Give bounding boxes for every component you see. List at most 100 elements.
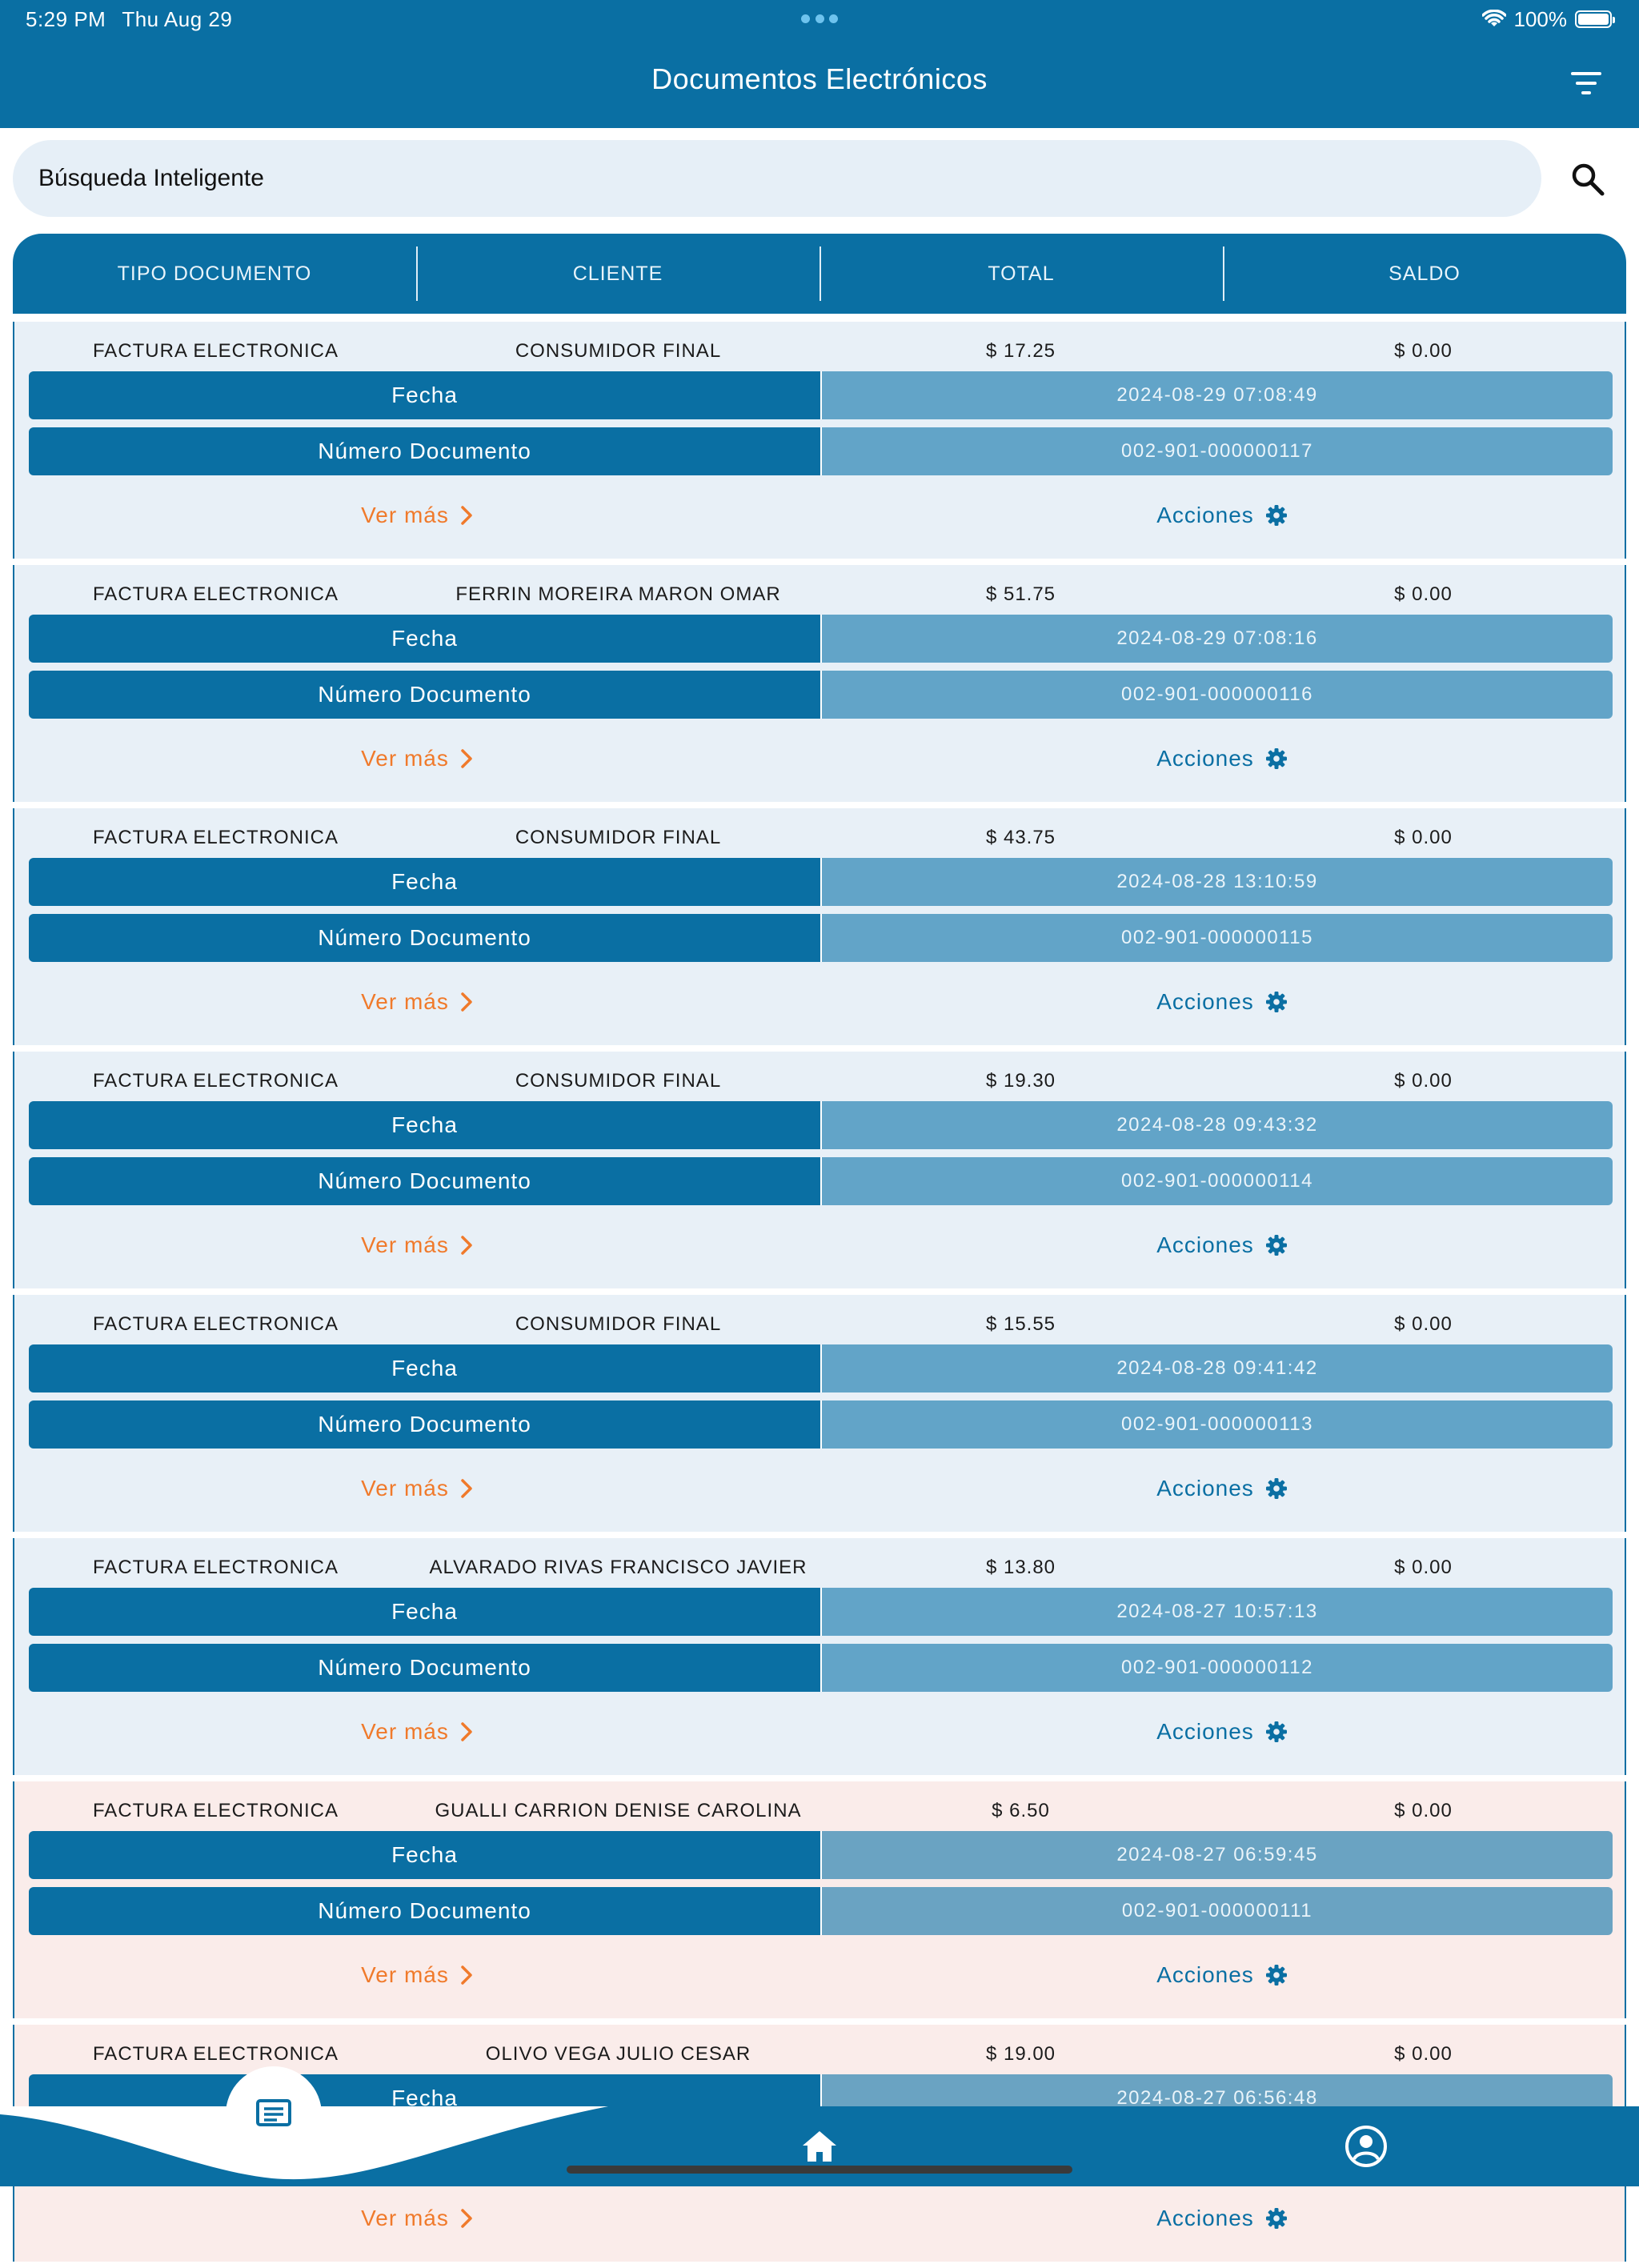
document-total: $ 13.80 <box>985 1557 1056 1578</box>
fecha-value: 2024-08-28 09:43:32 <box>822 1101 1613 1149</box>
gear-icon <box>1265 1235 1287 1256</box>
gear-icon <box>1265 1965 1287 1986</box>
ver-mas-button[interactable]: Ver más <box>361 503 473 528</box>
acciones-button[interactable]: Acciones <box>1156 746 1288 771</box>
numero-row: Número Documento 002-901-000000116 <box>29 671 1613 719</box>
document-card: FACTURA ELECTRONICA CONSUMIDOR FINAL $ 1… <box>13 322 1626 559</box>
ver-mas-button[interactable]: Ver más <box>361 2206 473 2231</box>
document-total: $ 17.25 <box>985 340 1056 362</box>
acciones-label: Acciones <box>1156 1232 1254 1257</box>
acciones-label: Acciones <box>1156 1476 1254 1501</box>
document-type: FACTURA ELECTRONICA <box>92 1557 339 1578</box>
acciones-label: Acciones <box>1156 2206 1254 2230</box>
acciones-label: Acciones <box>1156 989 1254 1014</box>
fecha-label: Fecha <box>29 371 822 419</box>
battery-icon <box>1575 10 1615 28</box>
chevron-right-icon <box>461 749 472 768</box>
ver-mas-button[interactable]: Ver más <box>361 1232 473 1258</box>
fecha-label: Fecha <box>29 1344 822 1392</box>
document-summary: FACTURA ELECTRONICA CONSUMIDOR FINAL $ 4… <box>14 824 1625 852</box>
card-actions: Ver más Acciones <box>14 1959 1625 1991</box>
document-list-icon <box>256 2099 291 2126</box>
acciones-button[interactable]: Acciones <box>1156 1962 1288 1988</box>
search-input[interactable] <box>37 164 1481 193</box>
column-header-total[interactable]: TOTAL <box>820 246 1223 301</box>
document-total: $ 19.30 <box>985 1070 1056 1092</box>
column-header-tipo[interactable]: TIPO DOCUMENTO <box>117 262 312 285</box>
acciones-button[interactable]: Acciones <box>1156 1719 1288 1745</box>
column-header-saldo[interactable]: SALDO <box>1223 246 1626 301</box>
document-summary: FACTURA ELECTRONICA FERRIN MOREIRA MARON… <box>14 581 1625 608</box>
ver-mas-button[interactable]: Ver más <box>361 746 473 771</box>
numero-row: Número Documento 002-901-000000112 <box>29 1644 1613 1692</box>
ver-mas-label: Ver más <box>361 2206 449 2230</box>
document-summary: FACTURA ELECTRONICA CONSUMIDOR FINAL $ 1… <box>14 338 1625 365</box>
numero-value: 002-901-000000114 <box>822 1157 1613 1205</box>
fecha-label: Fecha <box>29 1831 822 1879</box>
document-card: FACTURA ELECTRONICA ALVARADO RIVAS FRANC… <box>13 1538 1626 1775</box>
ver-mas-button[interactable]: Ver más <box>361 1962 473 1988</box>
document-type: FACTURA ELECTRONICA <box>92 340 339 362</box>
top-bar: 5:29 PM Thu Aug 29 100% Documentos Electr… <box>0 0 1639 128</box>
fecha-value: 2024-08-29 07:08:16 <box>822 615 1613 663</box>
document-balance: $ 0.00 <box>1394 1313 1453 1335</box>
document-card: FACTURA ELECTRONICA CONSUMIDOR FINAL $ 4… <box>13 808 1626 1045</box>
numero-value: 002-901-000000111 <box>822 1887 1613 1935</box>
fecha-row: Fecha 2024-08-29 07:08:16 <box>29 615 1613 663</box>
card-actions: Ver más Acciones <box>14 743 1625 775</box>
ver-mas-button[interactable]: Ver más <box>361 1719 473 1745</box>
numero-label: Número Documento <box>29 1644 822 1692</box>
document-total: $ 15.55 <box>985 1313 1056 1335</box>
card-actions: Ver más Acciones <box>14 2202 1625 2234</box>
numero-row: Número Documento 002-901-000000113 <box>29 1400 1613 1449</box>
numero-label: Número Documento <box>29 427 822 475</box>
fecha-row: Fecha 2024-08-28 13:10:59 <box>29 858 1613 906</box>
numero-value: 002-901-000000116 <box>822 671 1613 719</box>
search-icon[interactable] <box>1569 160 1607 198</box>
acciones-button[interactable]: Acciones <box>1156 1476 1288 1501</box>
acciones-button[interactable]: Acciones <box>1156 503 1288 528</box>
numero-value: 002-901-000000117 <box>822 427 1613 475</box>
card-actions: Ver más Acciones <box>14 499 1625 531</box>
home-indicator[interactable] <box>567 2166 1072 2174</box>
ver-mas-label: Ver más <box>361 1962 449 1987</box>
multitasking-dots-icon[interactable] <box>801 14 838 24</box>
filter-icon[interactable] <box>1569 67 1604 99</box>
acciones-label: Acciones <box>1156 503 1254 527</box>
column-header-cliente[interactable]: CLIENTE <box>416 246 820 301</box>
acciones-button[interactable]: Acciones <box>1156 989 1288 1015</box>
ver-mas-label: Ver más <box>361 503 449 527</box>
numero-value: 002-901-000000112 <box>822 1644 1613 1692</box>
numero-row: Número Documento 002-901-000000115 <box>29 914 1613 962</box>
chevron-right-icon <box>461 2209 472 2228</box>
document-total: $ 43.75 <box>985 827 1056 848</box>
table-header: TIPO DOCUMENTO CLIENTE TOTAL SALDO <box>13 234 1626 314</box>
fecha-value: 2024-08-27 06:59:45 <box>822 1831 1613 1879</box>
fecha-value: 2024-08-28 13:10:59 <box>822 858 1613 906</box>
chevron-right-icon <box>461 1965 472 1985</box>
document-balance: $ 0.00 <box>1394 2043 1453 2065</box>
fecha-label: Fecha <box>29 615 822 663</box>
numero-value: 002-901-000000113 <box>822 1400 1613 1449</box>
gear-icon <box>1265 1478 1287 1499</box>
document-type: FACTURA ELECTRONICA <box>92 1070 339 1092</box>
ver-mas-label: Ver más <box>361 1476 449 1501</box>
chevron-right-icon <box>461 1722 472 1741</box>
profile-tab[interactable] <box>1344 2125 1388 2168</box>
acciones-button[interactable]: Acciones <box>1156 1232 1288 1258</box>
status-time: 5:29 PM Thu Aug 29 <box>26 6 248 32</box>
home-tab[interactable] <box>800 2129 839 2164</box>
fecha-row: Fecha 2024-08-28 09:41:42 <box>29 1344 1613 1392</box>
card-actions: Ver más Acciones <box>14 986 1625 1018</box>
documents-tab[interactable] <box>226 2066 322 2162</box>
ver-mas-button[interactable]: Ver más <box>361 1476 473 1501</box>
document-client: ALVARADO RIVAS FRANCISCO JAVIER <box>429 1557 807 1578</box>
document-balance: $ 0.00 <box>1394 1070 1453 1092</box>
gear-icon <box>1265 2208 1287 2229</box>
page-title: Documentos Electrónicos <box>651 62 988 95</box>
ver-mas-button[interactable]: Ver más <box>361 989 473 1015</box>
chevron-right-icon <box>461 992 472 1012</box>
document-balance: $ 0.00 <box>1394 1557 1453 1578</box>
acciones-button[interactable]: Acciones <box>1156 2206 1288 2231</box>
gear-icon <box>1265 505 1287 526</box>
